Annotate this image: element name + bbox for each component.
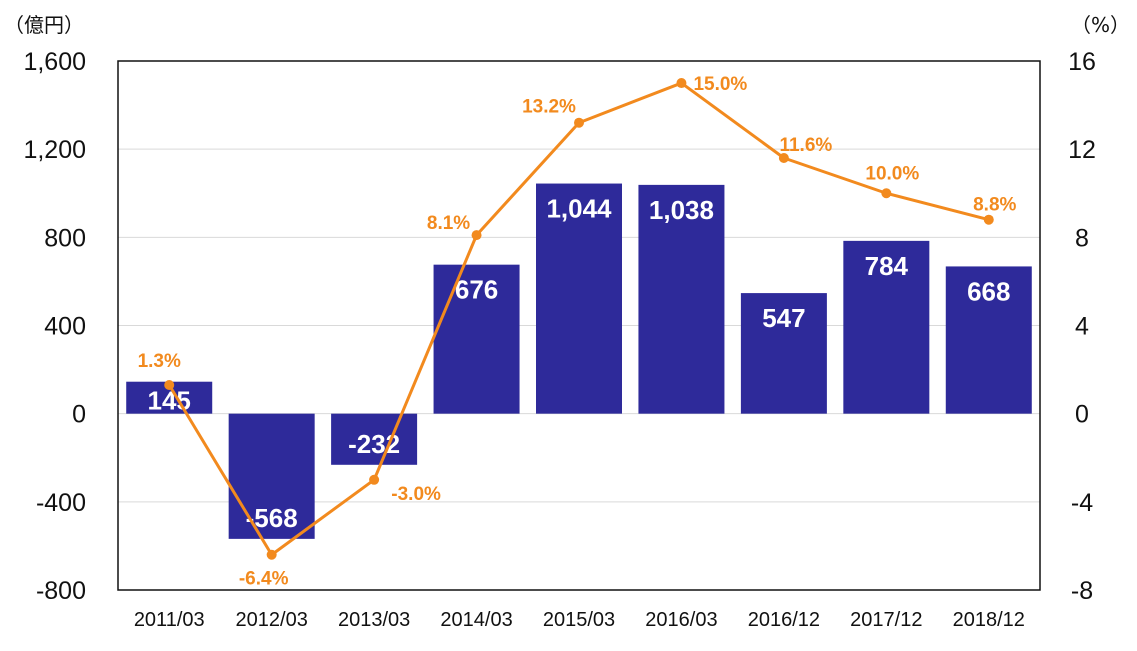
- left-tick-label: 400: [44, 313, 86, 341]
- ratio-value-label: 8.1%: [427, 213, 470, 234]
- ratio-value-label: 13.2%: [522, 97, 576, 118]
- left-tick-label: 0: [72, 401, 86, 429]
- x-tick-label: 2018/12: [953, 609, 1025, 631]
- ratio-value-label: -3.0%: [391, 484, 441, 505]
- plot-border: [117, 60, 1041, 591]
- ratio-point: [881, 188, 892, 199]
- right-tick-label: 12: [1068, 136, 1096, 164]
- left-axis-unit: （億円）: [4, 13, 84, 37]
- bar: [843, 240, 930, 414]
- bar: [536, 183, 622, 414]
- bar: [228, 413, 315, 539]
- bar-value-label: -232: [348, 429, 400, 459]
- ratio-point: [983, 214, 994, 225]
- right-tick-label: -8: [1071, 577, 1093, 605]
- x-tick-label: 2016/03: [645, 609, 717, 631]
- ratio-value-label: 8.8%: [973, 195, 1016, 216]
- right-tick-label: 8: [1075, 224, 1089, 252]
- ratio-value-label: 1.3%: [138, 351, 181, 372]
- bar-value-label: -568: [246, 503, 298, 533]
- ratio-value-label: 15.0%: [693, 74, 747, 95]
- right-tick-label: 0: [1075, 401, 1089, 429]
- bar-value-label: 547: [762, 303, 805, 333]
- ratio-value-label: 10.0%: [865, 163, 919, 184]
- left-tick-label: -400: [36, 489, 86, 517]
- bar: [638, 184, 725, 414]
- x-tick-label: 2015/03: [543, 609, 615, 631]
- bar: [331, 413, 418, 465]
- right-tick-label: -4: [1071, 489, 1093, 517]
- ratio-point: [778, 152, 789, 163]
- x-tick-label: 2013/03: [338, 609, 410, 631]
- ratio-point: [574, 117, 584, 128]
- x-tick-label: 2012/03: [236, 609, 308, 631]
- ratio-point: [471, 230, 482, 241]
- ratio-point: [266, 549, 277, 560]
- left-tick-label: 1,600: [23, 48, 86, 76]
- bar-value-label: 1,038: [649, 195, 714, 225]
- ratio-point: [676, 78, 687, 89]
- bar-value-label: 668: [967, 276, 1010, 306]
- right-tick-label: 16: [1068, 48, 1096, 76]
- right-tick-label: 4: [1075, 313, 1089, 341]
- ratio-point: [369, 474, 380, 485]
- bar-value-label: 784: [865, 251, 909, 281]
- left-tick-label: 800: [44, 224, 86, 252]
- right-axis-unit: （%）: [1071, 13, 1130, 37]
- bar-value-label: 676: [455, 275, 498, 305]
- ratio-point: [164, 380, 175, 391]
- x-tick-label: 2016/12: [748, 609, 820, 631]
- bar-value-label: 1,044: [546, 194, 612, 224]
- ratio-value-label: -6.4%: [239, 569, 289, 590]
- x-tick-label: 2017/12: [850, 609, 922, 631]
- x-tick-label: 2014/03: [440, 609, 512, 631]
- left-tick-label: -800: [36, 577, 86, 605]
- bar: [433, 264, 520, 414]
- left-tick-label: 1,200: [23, 136, 86, 164]
- x-tick-label: 2011/03: [134, 609, 205, 631]
- bar: [740, 293, 827, 414]
- ratio-value-label: 11.6%: [779, 135, 832, 156]
- bar: [945, 266, 1032, 414]
